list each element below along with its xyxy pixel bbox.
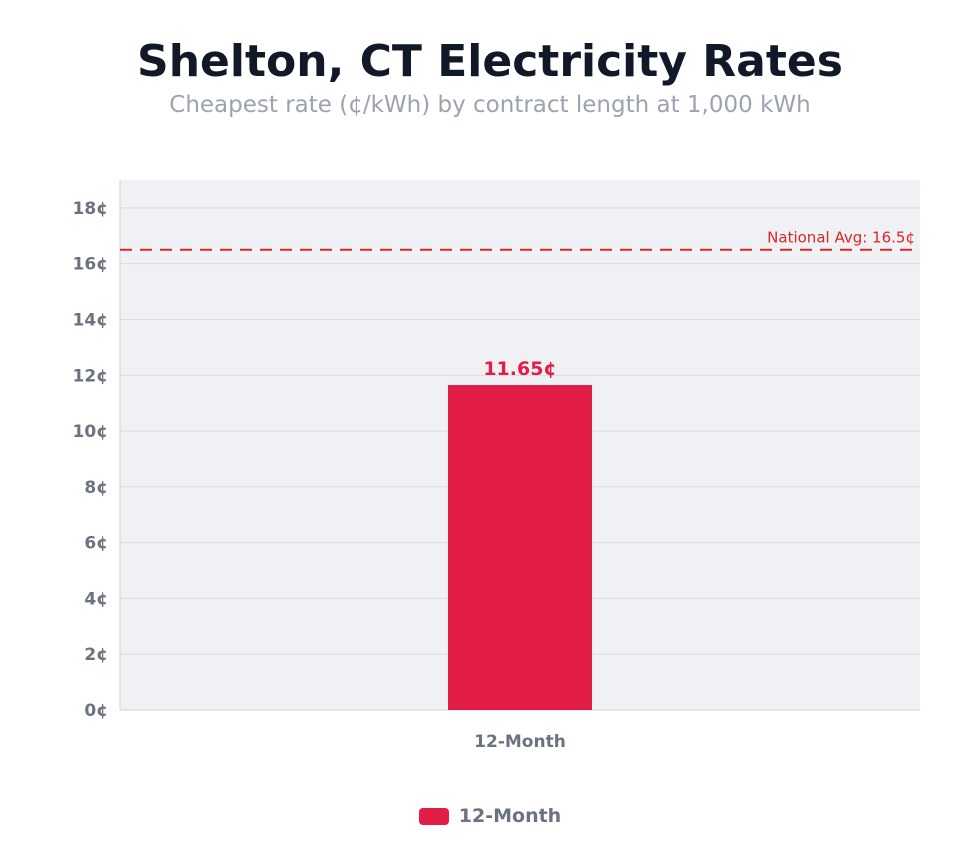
chart-title: Shelton, CT Electricity Rates (137, 36, 843, 87)
x-tick-label: 12-Month (474, 732, 566, 752)
y-tick-label: 14¢ (73, 310, 109, 330)
y-tick-label: 16¢ (73, 255, 109, 275)
y-tick-label: 12¢ (73, 366, 109, 386)
y-tick-label: 10¢ (73, 422, 109, 442)
bar (448, 385, 592, 710)
y-tick-label: 18¢ (73, 199, 109, 219)
bar-value-label: 11.65¢ (483, 358, 556, 380)
y-tick-label: 0¢ (84, 701, 108, 721)
chart-subtitle: Cheapest rate (¢/kWh) by contract length… (169, 92, 811, 118)
y-tick-label: 4¢ (84, 589, 108, 609)
legend-swatch (418, 807, 449, 825)
y-tick-label: 2¢ (84, 645, 108, 665)
national-average-label: National Avg: 16.5¢ (767, 229, 915, 247)
y-tick-label: 6¢ (84, 534, 108, 554)
legend: 12-Month (0, 805, 980, 827)
legend-label: 12-Month (458, 805, 562, 827)
y-tick-label: 8¢ (84, 478, 108, 498)
